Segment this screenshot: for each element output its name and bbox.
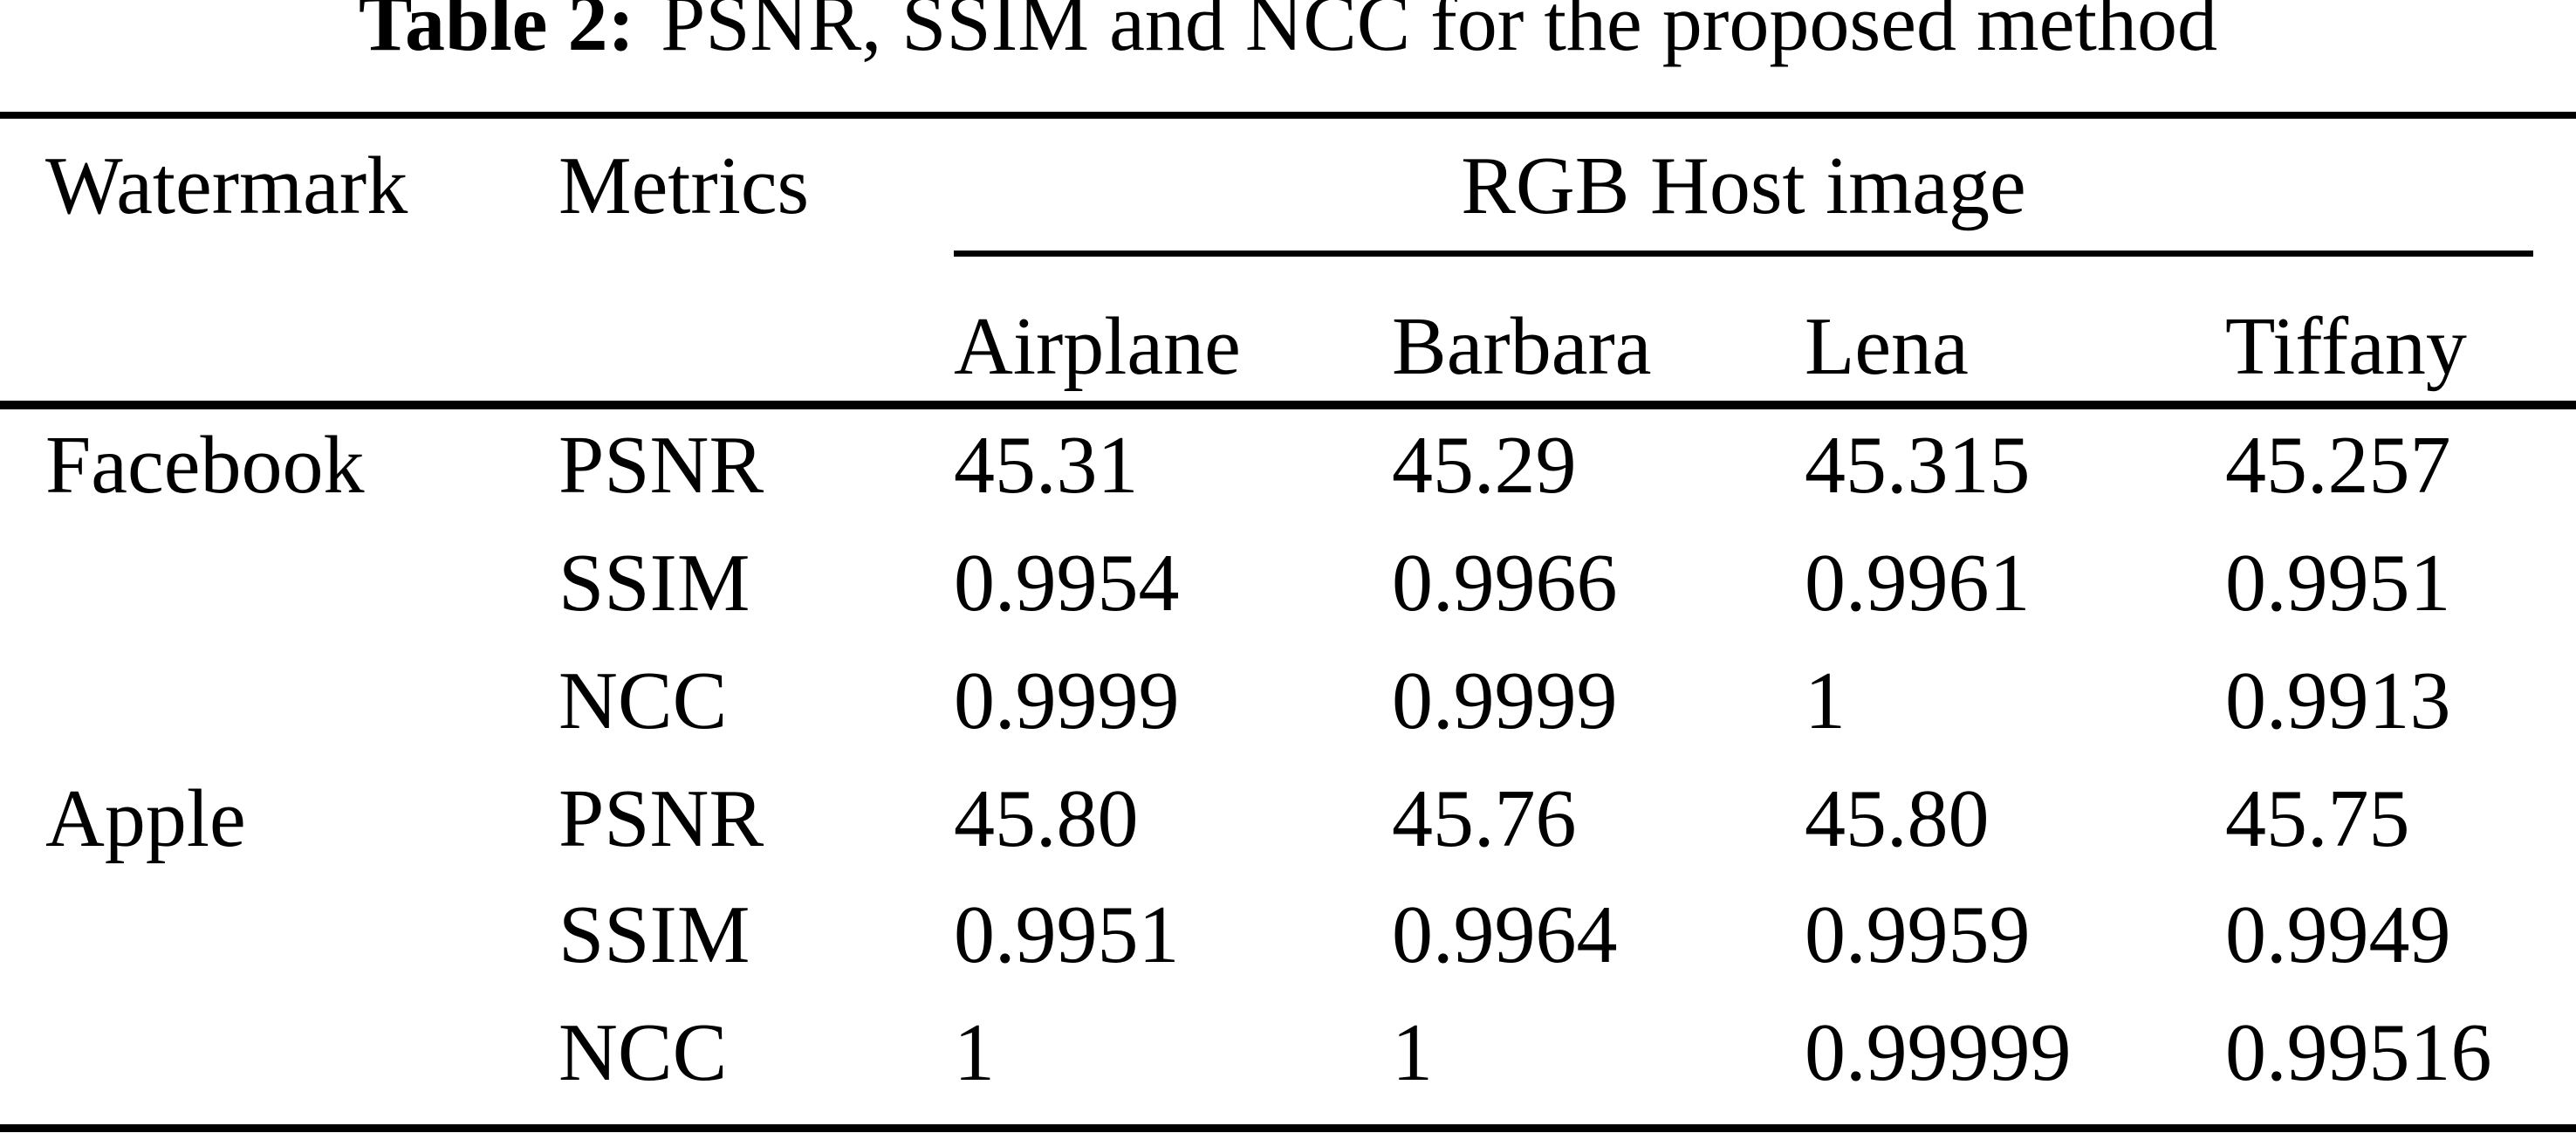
watermark-cell: Apple bbox=[45, 773, 246, 864]
value-cell: 45.315 bbox=[1805, 420, 2031, 511]
value-cell: 45.75 bbox=[2225, 773, 2410, 864]
table-row: NCC 0.9999 0.9999 1 0.9913 bbox=[0, 660, 2576, 742]
table-row: Facebook PSNR 45.31 45.29 45.315 45.257 bbox=[0, 424, 2576, 506]
header-host-tiffany: Tiffany bbox=[2225, 301, 2467, 392]
bottom-rule bbox=[0, 1124, 2576, 1132]
table-row: NCC 1 1 0.99999 0.99516 bbox=[0, 1012, 2576, 1094]
header-host-airplane: Airplane bbox=[954, 301, 1241, 392]
header-rgb-host-image-group: RGB Host image bbox=[1461, 141, 2026, 231]
watermark-cell bbox=[45, 542, 558, 624]
value-cell: 0.99999 bbox=[1805, 1007, 2072, 1098]
header-host-barbara: Barbara bbox=[1392, 301, 1652, 392]
watermark-cell bbox=[45, 1012, 558, 1094]
table-row: SSIM 0.9954 0.9966 0.9961 0.9951 bbox=[0, 542, 2576, 624]
watermark-cell: Facebook bbox=[45, 420, 365, 511]
metric-cell: PSNR bbox=[558, 420, 764, 511]
group-header-rule bbox=[954, 251, 2533, 257]
header-host-lena: Lena bbox=[1805, 301, 1969, 392]
value-cell: 0.9999 bbox=[1392, 656, 1618, 746]
header-row-1: Watermark Metrics RGB Host image bbox=[0, 145, 2576, 227]
metric-cell: SSIM bbox=[558, 538, 750, 628]
top-rule bbox=[0, 112, 2576, 119]
value-cell: 45.80 bbox=[954, 773, 1139, 864]
watermark-cell bbox=[45, 894, 558, 976]
value-cell: 0.9961 bbox=[1805, 538, 2031, 628]
value-cell: 45.257 bbox=[2225, 420, 2451, 511]
value-cell: 1 bbox=[1805, 656, 1846, 746]
value-cell: 1 bbox=[954, 1007, 995, 1098]
value-cell: 0.9913 bbox=[2225, 656, 2451, 746]
header-watermark: Watermark bbox=[45, 141, 408, 231]
value-cell: 0.9951 bbox=[2225, 538, 2451, 628]
value-cell: 0.9966 bbox=[1392, 538, 1618, 628]
table-caption: Table 2: PSNR, SSIM and NCC for the propo… bbox=[0, 0, 2576, 63]
value-cell: 0.9951 bbox=[954, 889, 1180, 980]
value-cell: 0.9999 bbox=[954, 656, 1180, 746]
table-number-label: Table 2: bbox=[359, 0, 635, 67]
metric-cell: NCC bbox=[558, 656, 728, 746]
table-row: SSIM 0.9951 0.9964 0.9959 0.9949 bbox=[0, 894, 2576, 976]
value-cell: 1 bbox=[1392, 1007, 1433, 1098]
metric-cell: NCC bbox=[558, 1007, 728, 1098]
metric-cell: PSNR bbox=[558, 773, 764, 864]
value-cell: 45.76 bbox=[1392, 773, 1577, 864]
value-cell: 0.9959 bbox=[1805, 889, 2031, 980]
metric-cell: SSIM bbox=[558, 889, 750, 980]
value-cell: 0.99516 bbox=[2225, 1007, 2492, 1098]
value-cell: 45.80 bbox=[1805, 773, 1990, 864]
header-row-2: Airplane Barbara Lena Tiffany bbox=[0, 306, 2576, 388]
header-body-rule bbox=[0, 401, 2576, 409]
table-row: Apple PSNR 45.80 45.76 45.80 45.75 bbox=[0, 778, 2576, 860]
value-cell: 0.9949 bbox=[2225, 889, 2451, 980]
watermark-cell bbox=[45, 660, 558, 742]
value-cell: 45.29 bbox=[1392, 420, 1577, 511]
value-cell: 45.31 bbox=[954, 420, 1139, 511]
value-cell: 0.9954 bbox=[954, 538, 1180, 628]
value-cell: 0.9964 bbox=[1392, 889, 1618, 980]
header-spacer bbox=[45, 306, 954, 388]
header-metrics: Metrics bbox=[558, 141, 810, 231]
table-caption-text: PSNR, SSIM and NCC for the proposed meth… bbox=[661, 0, 2217, 67]
